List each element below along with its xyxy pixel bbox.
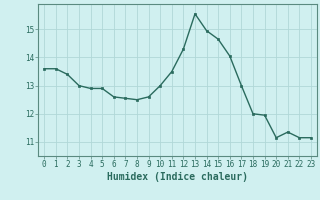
X-axis label: Humidex (Indice chaleur): Humidex (Indice chaleur)	[107, 172, 248, 182]
